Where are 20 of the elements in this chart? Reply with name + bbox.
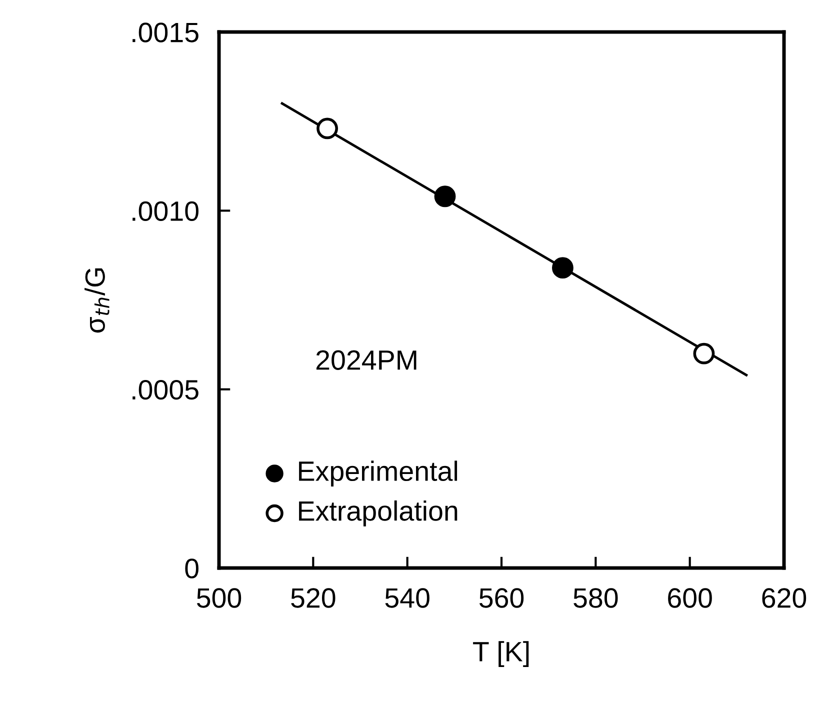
y-tick-label: .0005 (132, 380, 198, 400)
y-tick-label: .0010 (132, 201, 198, 222)
x-tick-label: 520 (291, 588, 336, 608)
x-tick-label: 600 (668, 588, 712, 608)
x-tick-label: 580 (574, 588, 618, 608)
point (434, 186, 456, 208)
point (316, 118, 338, 140)
point (552, 257, 574, 279)
y-axis-title: σ$_{th}$/G (84, 268, 110, 333)
legend-label: Extrapolation (299, 500, 458, 526)
point (693, 342, 715, 364)
x-tick-label: 560 (479, 588, 524, 608)
x-tick-label: 540 (385, 588, 430, 608)
y-tick-label: 0 (185, 558, 198, 578)
legend-label: Experimental (299, 460, 458, 487)
x-axis-title: T [K] (473, 641, 529, 668)
x-tick-label: 620 (762, 588, 806, 608)
annotation: 2024PM (316, 350, 416, 370)
y-tick-label: .0015 (132, 22, 198, 42)
x-tick-label: 500 (196, 588, 242, 608)
